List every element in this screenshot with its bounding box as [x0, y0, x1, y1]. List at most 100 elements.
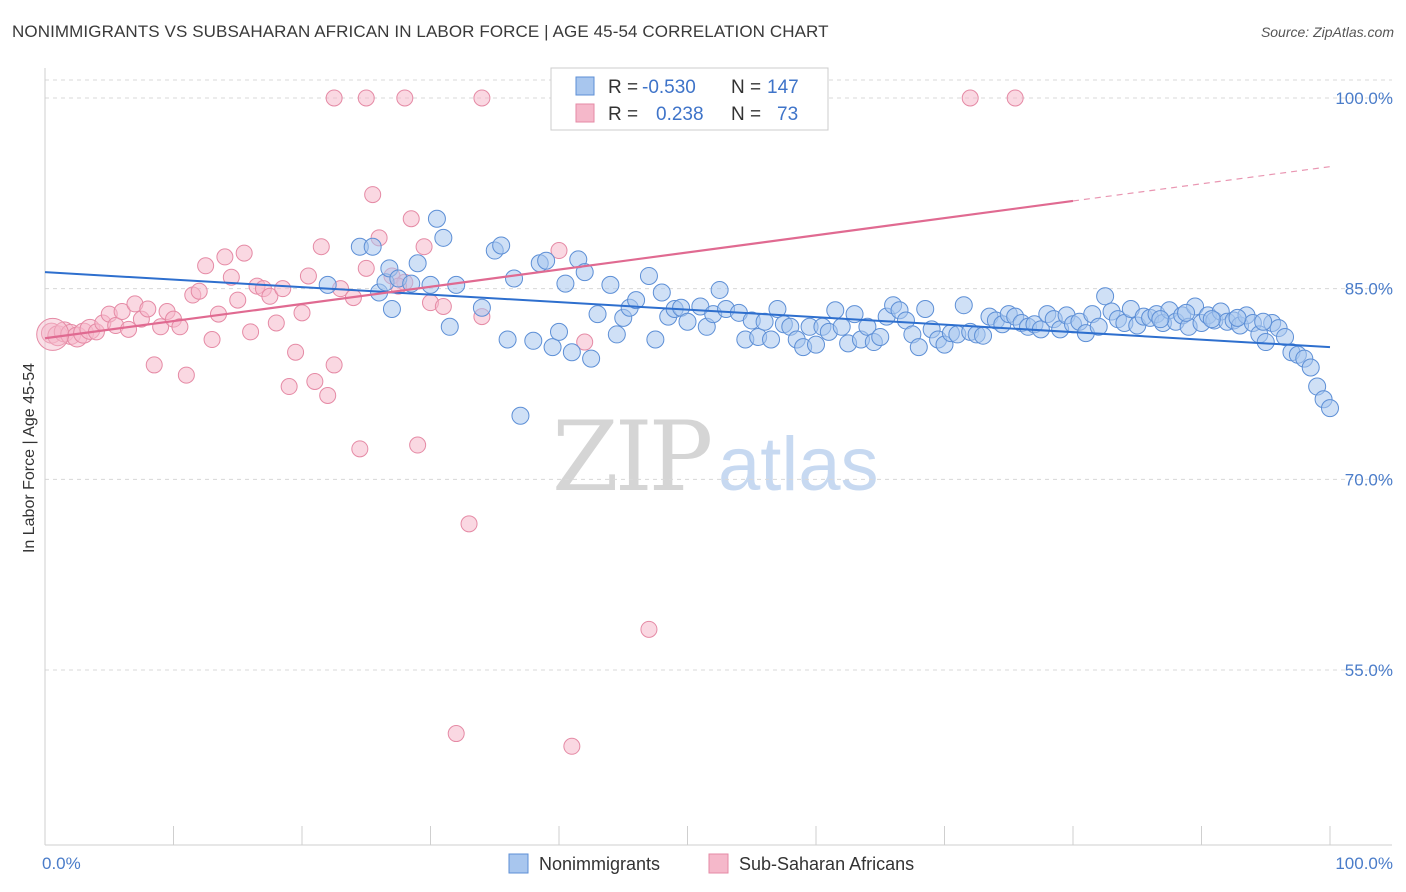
point-sub-saharan-africans: [550, 242, 568, 260]
legend-swatch-pink: [575, 103, 595, 123]
point-sub-saharan-africans: [312, 238, 330, 256]
point-nonimmigrants: [762, 330, 781, 349]
point-nonimmigrants: [646, 330, 665, 349]
bottom-legend-label-blue: Nonimmigrants: [539, 854, 660, 874]
point-nonimmigrants: [916, 300, 935, 319]
y-tick-labels: 100.0% 85.0% 70.0% 55.0%: [1335, 89, 1393, 680]
point-nonimmigrants: [582, 349, 601, 368]
point-sub-saharan-africans: [261, 287, 279, 305]
point-nonimmigrants: [678, 312, 697, 331]
point-nonimmigrants: [421, 275, 440, 294]
legend-swatch-blue: [575, 76, 595, 96]
point-nonimmigrants: [627, 291, 646, 310]
point-sub-saharan-africans: [402, 210, 420, 228]
point-nonimmigrants: [382, 300, 401, 319]
watermark-atlas: atlas: [718, 422, 879, 507]
point-sub-saharan-africans: [351, 440, 369, 458]
y-tick-label: 70.0%: [1345, 470, 1393, 489]
point-sub-saharan-africans: [364, 186, 382, 204]
point-sub-saharan-africans: [36, 317, 70, 351]
point-nonimmigrants: [1151, 310, 1170, 329]
correlation-legend: R = -0.530 N = 147 R = 0.238 N = 73: [550, 67, 829, 131]
point-nonimmigrants: [710, 280, 729, 299]
point-sub-saharan-africans: [325, 356, 343, 374]
point-nonimmigrants: [427, 209, 446, 228]
point-nonimmigrants: [1202, 310, 1221, 329]
point-nonimmigrants: [562, 343, 581, 362]
point-sub-saharan-africans: [415, 238, 433, 256]
point-sub-saharan-africans: [357, 259, 375, 277]
legend-n-label-1: N =: [731, 77, 761, 98]
x-tick-labels: 0.0% 100.0%: [42, 854, 1393, 873]
bottom-legend-swatch-pink: [708, 853, 729, 874]
point-sub-saharan-africans: [563, 737, 581, 755]
point-sub-saharan-africans: [274, 280, 292, 298]
x-tick-label: 0.0%: [42, 854, 81, 873]
point-sub-saharan-africans: [961, 89, 979, 107]
trend-line-sub-saharan-africans: [44, 199, 1074, 340]
point-sub-saharan-africans: [306, 372, 324, 390]
legend-n-value-2: 73: [777, 104, 798, 125]
point-nonimmigrants: [607, 325, 626, 344]
point-nonimmigrants: [440, 317, 459, 336]
point-nonimmigrants: [871, 327, 890, 346]
legend-r-value-2: 0.238: [656, 104, 704, 125]
point-nonimmigrants: [1254, 312, 1273, 331]
point-nonimmigrants: [524, 331, 543, 350]
point-sub-saharan-africans: [177, 366, 195, 384]
point-nonimmigrants: [588, 305, 607, 324]
point-nonimmigrants: [511, 406, 530, 425]
point-nonimmigrants: [434, 228, 453, 247]
point-sub-saharan-africans: [171, 318, 189, 336]
legend-box: [550, 67, 829, 131]
y-tick-label: 55.0%: [1345, 661, 1393, 680]
point-nonimmigrants: [543, 338, 562, 357]
point-sub-saharan-africans: [325, 89, 343, 107]
point-sub-saharan-africans: [460, 515, 478, 533]
point-nonimmigrants: [755, 312, 774, 331]
point-nonimmigrants: [575, 263, 594, 282]
point-sub-saharan-africans: [434, 297, 452, 315]
point-nonimmigrants: [768, 300, 787, 319]
point-nonimmigrants: [1228, 308, 1247, 327]
legend-n-label-2: N =: [731, 104, 761, 125]
watermark: ZIP atlas: [552, 401, 879, 513]
y-tick-label: 100.0%: [1335, 89, 1393, 108]
point-sub-saharan-africans: [139, 300, 157, 318]
point-sub-saharan-africans: [280, 378, 298, 396]
point-nonimmigrants: [652, 283, 671, 302]
point-nonimmigrants: [1089, 317, 1108, 336]
legend-r-label-1: R =: [608, 77, 638, 98]
point-nonimmigrants: [954, 296, 973, 315]
point-sub-saharan-africans: [1006, 89, 1024, 107]
point-sub-saharan-africans: [409, 436, 427, 454]
point-nonimmigrants: [408, 254, 427, 273]
point-nonimmigrants: [1301, 358, 1320, 377]
legend-r-label-2: R =: [608, 104, 638, 125]
bottom-legend-swatch-blue: [508, 853, 529, 874]
point-sub-saharan-africans: [197, 257, 215, 275]
point-nonimmigrants: [832, 317, 851, 336]
point-sub-saharan-africans: [216, 248, 234, 266]
point-sub-saharan-africans: [640, 620, 658, 638]
point-sub-saharan-africans: [287, 343, 305, 361]
point-nonimmigrants: [1177, 303, 1196, 322]
point-nonimmigrants: [537, 251, 556, 270]
point-sub-saharan-africans: [190, 282, 208, 300]
point-sub-saharan-africans: [267, 314, 285, 332]
watermark-zip: ZIP: [552, 401, 711, 513]
y-tick-label: 85.0%: [1345, 280, 1393, 299]
point-sub-saharan-africans: [113, 303, 131, 321]
trend-lines: [44, 166, 1331, 349]
bottom-legend-label-pink: Sub-Saharan Africans: [739, 854, 914, 874]
point-sub-saharan-africans: [293, 304, 311, 322]
point-nonimmigrants: [505, 269, 524, 288]
grid-lines: [45, 79, 1392, 671]
point-nonimmigrants: [363, 237, 382, 256]
x-tick-label: 100.0%: [1335, 854, 1393, 873]
point-nonimmigrants: [826, 301, 845, 320]
point-sub-saharan-africans: [447, 725, 465, 743]
point-sub-saharan-africans: [242, 323, 260, 341]
point-nonimmigrants: [550, 322, 568, 341]
